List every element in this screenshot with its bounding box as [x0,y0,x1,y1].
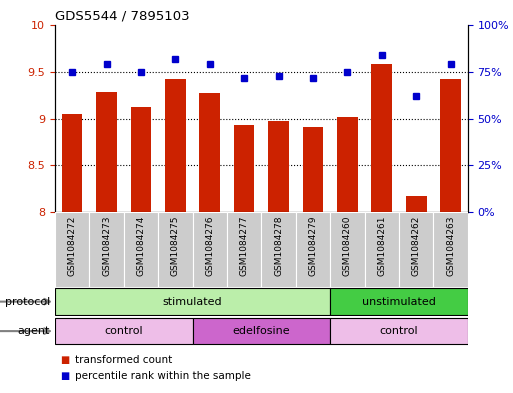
Text: stimulated: stimulated [163,297,222,307]
Bar [433,212,468,287]
Bar [371,64,392,212]
Bar [296,212,330,287]
Text: ■: ■ [60,355,69,365]
Bar [330,288,468,315]
Text: GSM1084277: GSM1084277 [240,216,249,276]
Bar [192,212,227,287]
Text: GSM1084276: GSM1084276 [205,216,214,276]
Bar [227,212,261,287]
Text: GSM1084261: GSM1084261 [378,216,386,276]
Bar [261,212,296,287]
Text: protocol: protocol [5,297,50,307]
Text: ■: ■ [60,371,69,381]
Bar [365,212,399,287]
Text: GSM1084279: GSM1084279 [308,216,318,276]
Bar [330,212,365,287]
Text: edelfosine: edelfosine [232,326,290,336]
Bar [330,318,468,344]
Text: GSM1084262: GSM1084262 [412,216,421,276]
Text: GSM1084260: GSM1084260 [343,216,352,276]
Text: control: control [380,326,418,336]
Bar [399,212,433,287]
Text: GSM1084278: GSM1084278 [274,216,283,276]
Bar [234,125,254,212]
Bar [192,318,330,344]
Text: transformed count: transformed count [75,355,173,365]
Text: GSM1084274: GSM1084274 [136,216,145,276]
Bar [131,107,151,212]
Bar [89,212,124,287]
Bar [440,79,461,212]
Bar [96,92,117,212]
Bar [406,196,426,212]
Text: percentile rank within the sample: percentile rank within the sample [75,371,251,381]
Text: GDS5544 / 7895103: GDS5544 / 7895103 [55,10,189,23]
Text: unstimulated: unstimulated [362,297,436,307]
Bar [55,212,89,287]
Bar [55,318,192,344]
Text: GSM1084272: GSM1084272 [68,216,76,276]
Text: control: control [105,326,143,336]
Text: GSM1084275: GSM1084275 [171,216,180,276]
Bar [268,121,289,212]
Bar [62,114,83,212]
Bar [337,117,358,212]
Text: agent: agent [17,326,50,336]
Bar [165,79,186,212]
Text: GSM1084273: GSM1084273 [102,216,111,276]
Bar [303,127,323,212]
Text: GSM1084263: GSM1084263 [446,216,455,276]
Bar [55,288,330,315]
Bar [124,212,158,287]
Bar [158,212,192,287]
Bar [200,94,220,212]
